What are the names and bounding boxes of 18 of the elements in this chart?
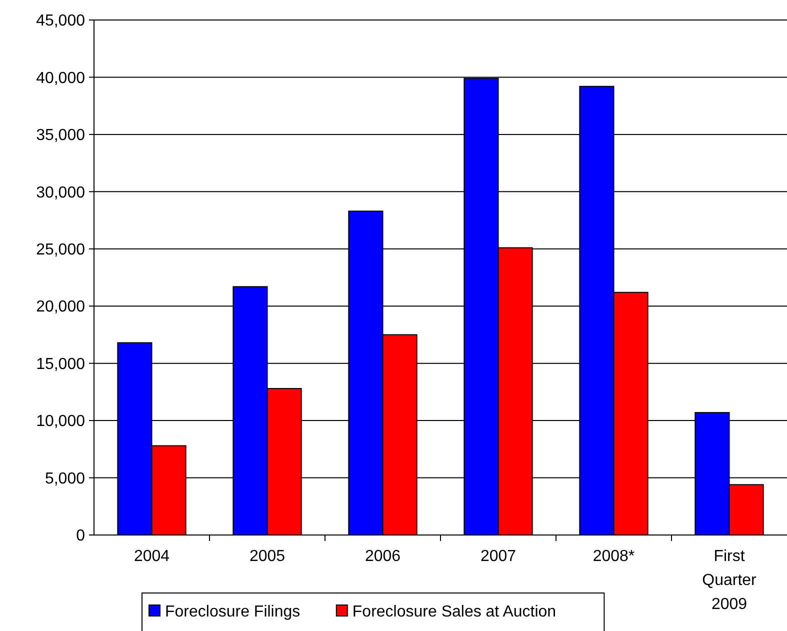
y-tick-label: 15,000 (36, 356, 86, 373)
y-tick-label: 35,000 (36, 127, 86, 144)
y-tick-label: 25,000 (36, 241, 86, 258)
y-tick-label: 5,000 (44, 470, 86, 488)
y-tick-label: 0 (76, 528, 86, 545)
legend-label: Foreclosure Filings (165, 604, 300, 621)
y-tick-label: 20,000 (36, 298, 86, 316)
x-tick-label: 2005 (249, 548, 286, 565)
y-tick-label: 40,000 (36, 70, 86, 87)
legend-label: Foreclosure Sales at Auction (352, 604, 556, 621)
y-tick-label: 45,000 (36, 12, 86, 30)
x-tick-label: 2008* (592, 548, 635, 565)
x-tick-label: 2007 (480, 548, 516, 565)
y-tick-label: 30,000 (36, 184, 86, 202)
x-tick-label: First Quarter 2009 (702, 548, 758, 613)
x-tick-label: 2006 (364, 548, 401, 565)
x-tick-label: 2004 (134, 548, 170, 565)
y-tick-label: 10,000 (36, 413, 86, 430)
